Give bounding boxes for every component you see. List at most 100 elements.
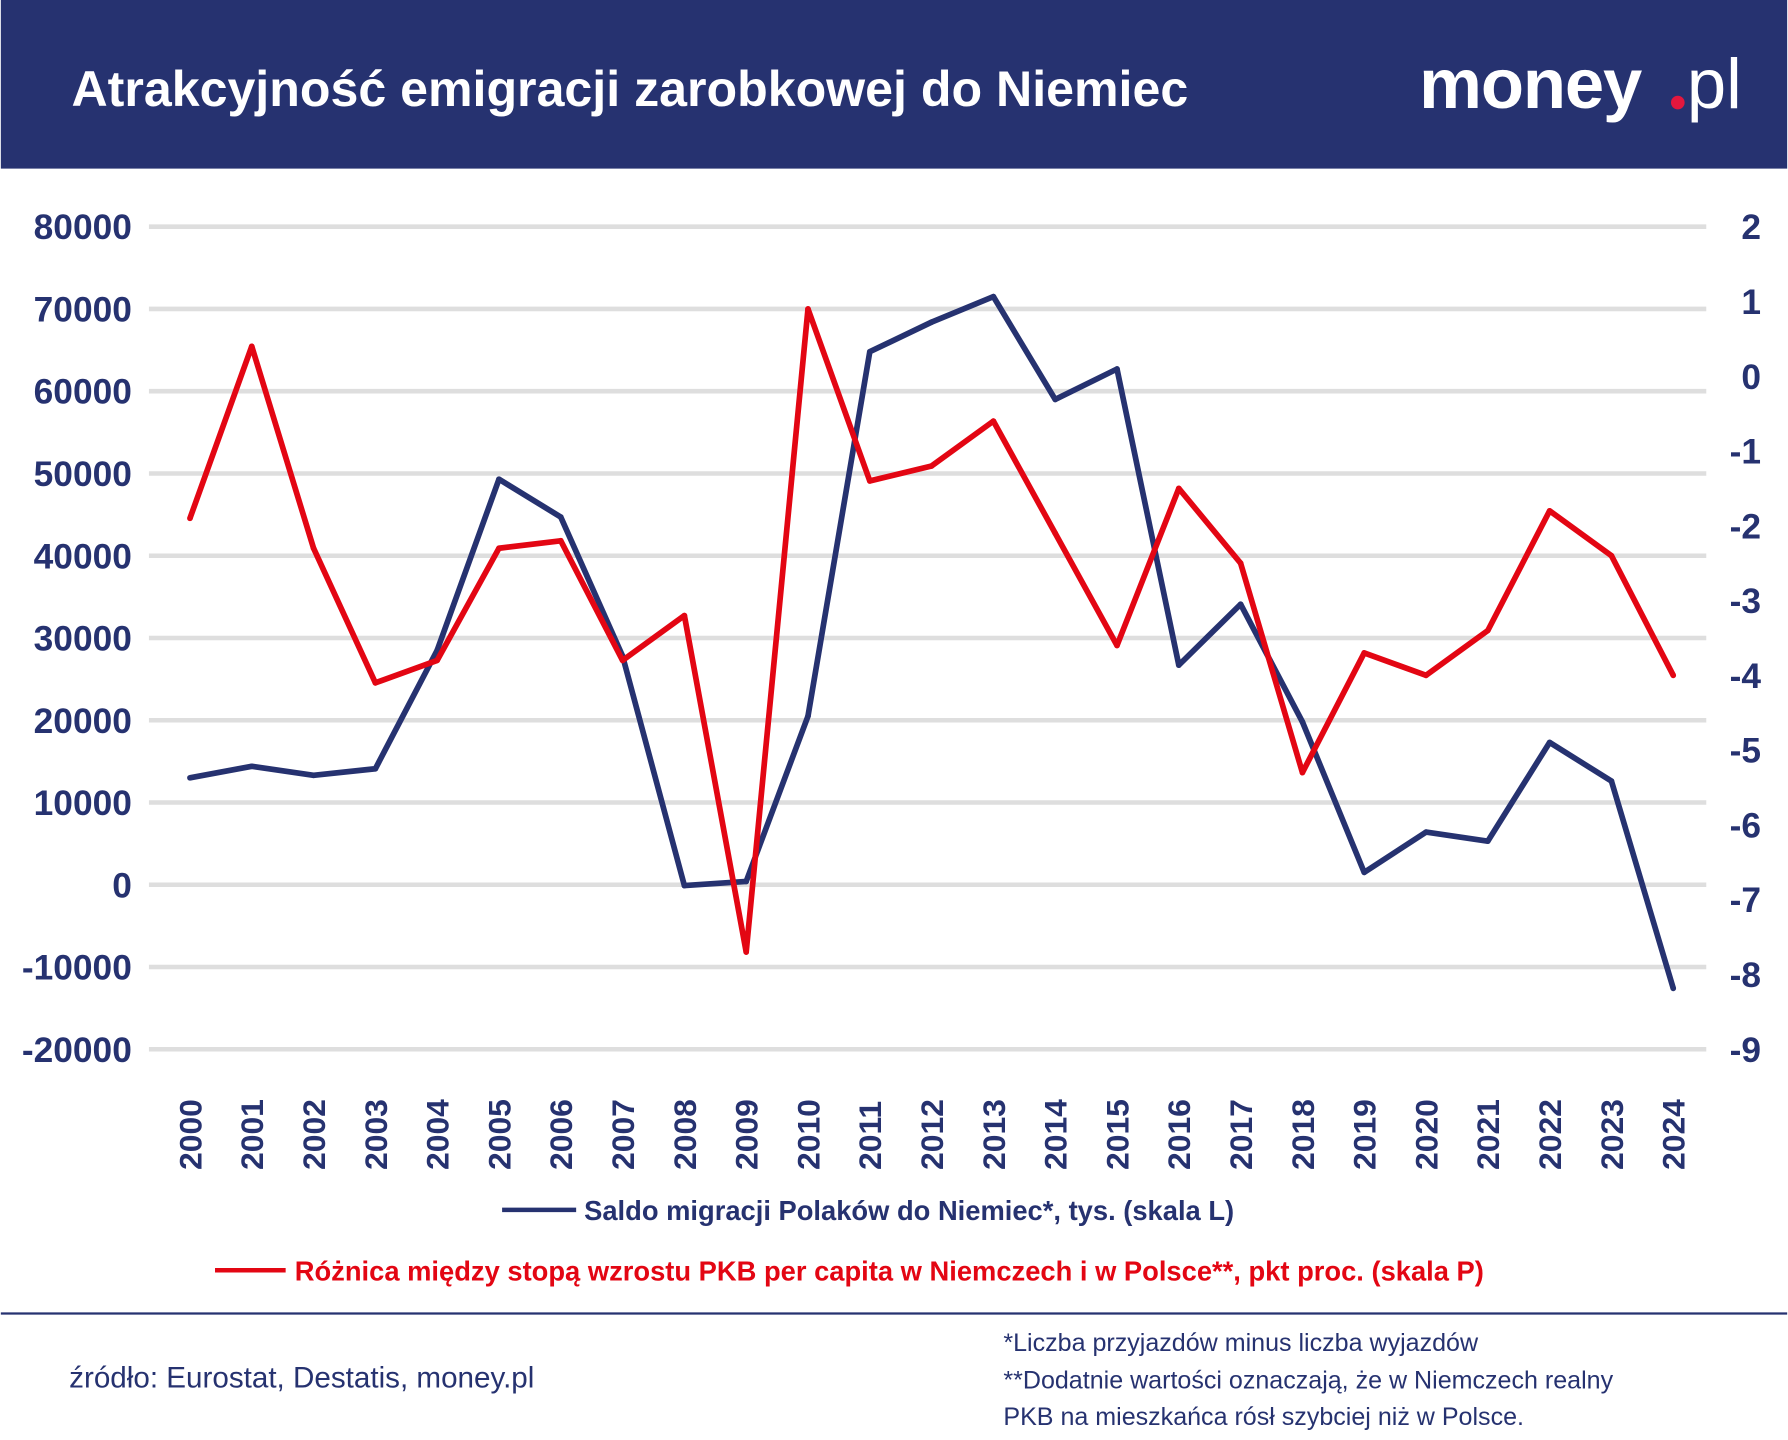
x-tick-label: 2005 bbox=[481, 1099, 517, 1170]
left-tick-label: 50000 bbox=[34, 455, 132, 494]
right-tick-label: 1 bbox=[1741, 283, 1761, 322]
logo-suffix: pl bbox=[1687, 44, 1742, 123]
data-point bbox=[187, 515, 193, 522]
gridlines bbox=[148, 224, 1707, 1052]
right-tick-label: -7 bbox=[1730, 881, 1761, 920]
x-tick-label: 2020 bbox=[1408, 1099, 1444, 1170]
data-point bbox=[248, 763, 255, 770]
footnote-2: **Dodatnie wartości oznaczają, że w Niem… bbox=[1003, 1367, 1613, 1395]
x-tick-label: 2004 bbox=[420, 1099, 456, 1170]
logo-dot bbox=[1670, 95, 1685, 110]
data-point bbox=[372, 679, 379, 686]
data-point bbox=[990, 293, 997, 300]
left-tick-label: 30000 bbox=[34, 620, 132, 659]
x-tick-label: 2019 bbox=[1347, 1099, 1383, 1170]
data-point bbox=[1484, 838, 1491, 844]
source-text: źródło: Eurostat, Destatis, money.pl bbox=[69, 1362, 534, 1395]
data-point bbox=[310, 772, 317, 779]
legend-label-red: Różnica między stopą wzrostu PKB per cap… bbox=[295, 1256, 1484, 1287]
series-line-gdp-difference bbox=[187, 306, 1676, 955]
left-tick-label: -20000 bbox=[22, 1031, 132, 1070]
right-tick-label: -6 bbox=[1730, 806, 1761, 845]
data-point bbox=[1052, 396, 1059, 403]
left-tick-label: 70000 bbox=[34, 290, 132, 329]
right-tick-label: -8 bbox=[1730, 956, 1761, 995]
x-tick-label: 2008 bbox=[667, 1099, 703, 1170]
left-tick-label: 80000 bbox=[34, 208, 132, 247]
left-tick-label: 20000 bbox=[34, 702, 132, 741]
data-point bbox=[1361, 869, 1368, 876]
right-tick-label: -9 bbox=[1730, 1031, 1761, 1070]
data-point bbox=[866, 348, 873, 355]
chart-title: Atrakcyjność emigracji zarobkowej do Nie… bbox=[71, 61, 1188, 117]
data-point bbox=[1114, 642, 1120, 649]
x-tick-label: 2007 bbox=[605, 1099, 641, 1170]
right-tick-label: 2 bbox=[1741, 208, 1761, 247]
data-point bbox=[1052, 530, 1059, 537]
data-point bbox=[743, 949, 750, 955]
x-tick-label: 2001 bbox=[234, 1099, 270, 1170]
footnote-3: PKB na mieszkańca rósł szybciej niż w Po… bbox=[1003, 1403, 1524, 1431]
data-point bbox=[557, 514, 564, 520]
x-tick-label: 2018 bbox=[1285, 1099, 1321, 1170]
data-point bbox=[496, 476, 502, 483]
left-axis-ticks: 80000 70000 60000 50000 40000 30000 20000 10000… bbox=[22, 208, 132, 1070]
data-point bbox=[619, 657, 626, 664]
right-tick-label: -3 bbox=[1730, 582, 1761, 621]
data-point bbox=[248, 343, 255, 350]
data-point bbox=[1423, 672, 1429, 679]
data-point bbox=[743, 878, 750, 885]
data-point bbox=[372, 765, 379, 772]
x-tick-label: 2006 bbox=[543, 1099, 579, 1170]
data-point bbox=[928, 319, 935, 325]
left-tick-label: 40000 bbox=[34, 537, 132, 576]
data-point bbox=[1175, 662, 1182, 668]
x-tick-label: 2013 bbox=[976, 1099, 1012, 1170]
x-tick-label: 2017 bbox=[1223, 1099, 1259, 1170]
data-point bbox=[1423, 829, 1429, 835]
left-tick-label: 10000 bbox=[34, 784, 132, 823]
data-point bbox=[1608, 778, 1615, 784]
data-point bbox=[434, 647, 441, 654]
data-point bbox=[1114, 366, 1120, 372]
data-point bbox=[1361, 650, 1368, 656]
right-tick-label: 0 bbox=[1741, 358, 1761, 397]
x-tick-label: 2011 bbox=[852, 1101, 888, 1170]
left-tick-label: -10000 bbox=[22, 949, 132, 988]
data-point bbox=[928, 463, 935, 469]
data-point bbox=[310, 545, 317, 552]
data-point bbox=[866, 478, 873, 484]
data-point bbox=[681, 612, 688, 619]
data-point bbox=[1237, 560, 1244, 567]
data-point bbox=[1299, 719, 1306, 725]
x-tick-label: 2015 bbox=[1099, 1099, 1135, 1170]
data-point bbox=[557, 537, 564, 544]
data-point bbox=[1237, 601, 1244, 608]
data-point bbox=[681, 882, 688, 889]
data-point bbox=[434, 657, 441, 664]
legend: Saldo migracji Polaków do Niemiec*, tys.… bbox=[215, 1195, 1484, 1287]
data-point bbox=[990, 418, 997, 424]
x-axis-ticks: 2000 2001 2002 2003 2004 2005 2006 2007 2008 2009… bbox=[172, 1099, 1691, 1170]
data-point bbox=[1299, 769, 1306, 776]
x-tick-label: 2010 bbox=[790, 1099, 826, 1170]
right-tick-label: -5 bbox=[1730, 732, 1761, 771]
logo-main: money bbox=[1419, 44, 1642, 123]
x-tick-label: 2022 bbox=[1532, 1099, 1568, 1170]
x-tick-label: 2009 bbox=[729, 1099, 765, 1170]
x-tick-label: 2000 bbox=[172, 1099, 208, 1170]
left-tick-label: 60000 bbox=[34, 373, 132, 412]
data-point bbox=[1670, 672, 1677, 679]
data-point bbox=[496, 545, 502, 552]
left-tick-label: 0 bbox=[112, 866, 132, 905]
data-point bbox=[1175, 485, 1182, 492]
legend-label-blue: Saldo migracji Polaków do Niemiec*, tys.… bbox=[584, 1195, 1234, 1226]
data-point bbox=[1670, 985, 1677, 992]
series-lines bbox=[187, 293, 1677, 992]
data-point bbox=[805, 713, 811, 719]
data-point bbox=[1608, 552, 1615, 559]
x-tick-label: 2014 bbox=[1038, 1099, 1074, 1170]
data-point bbox=[1546, 739, 1553, 746]
data-point bbox=[187, 774, 193, 781]
